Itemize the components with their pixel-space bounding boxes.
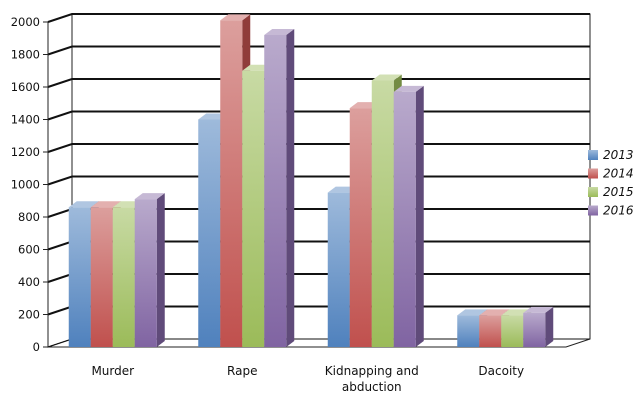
legend-swatch — [588, 187, 598, 197]
y-tick-label: 1600 — [11, 80, 40, 94]
x-tick-label: Kidnapping and abduction — [325, 364, 419, 394]
y-tick-label: 600 — [18, 243, 40, 257]
x-tick-label: Murder — [91, 364, 134, 378]
y-tick-label: 800 — [18, 210, 40, 224]
bar — [264, 29, 295, 347]
y-tick-label: 1800 — [11, 48, 40, 62]
y-tick-label: 200 — [18, 308, 40, 322]
y-axis: 0 200 400 600 800 1000 1200 1400 1600 1800 2000 — [11, 15, 49, 354]
legend-swatch — [588, 150, 598, 160]
legend-label: 2015 — [603, 185, 634, 199]
x-axis: Murder Rape Kidnapping and abduction Dacoity — [91, 364, 524, 394]
x-tick-label: Dacoity — [478, 364, 524, 378]
y-tick-label: 1200 — [11, 145, 40, 159]
y-tick-label: 0 — [33, 340, 40, 354]
legend-label: 2013 — [603, 148, 634, 162]
gridline — [47, 13, 590, 23]
bar — [134, 193, 165, 347]
bar — [393, 85, 424, 347]
gridline — [47, 45, 590, 56]
y-tick-label: 1000 — [11, 178, 40, 192]
y-tick-label: 400 — [18, 275, 40, 289]
y-tick-label: 1400 — [11, 113, 40, 127]
y-tick-label: 2000 — [11, 15, 40, 29]
legend-swatch — [588, 205, 598, 216]
legend-label: 2014 — [603, 167, 634, 181]
legend-swatch — [588, 168, 598, 179]
gridline — [47, 78, 590, 88]
legend: 2013 2014 2015 2016 — [588, 148, 634, 218]
bars — [68, 14, 554, 347]
x-tick-label: Rape — [227, 364, 257, 378]
bar — [523, 306, 554, 347]
legend-label: 2016 — [603, 204, 634, 218]
